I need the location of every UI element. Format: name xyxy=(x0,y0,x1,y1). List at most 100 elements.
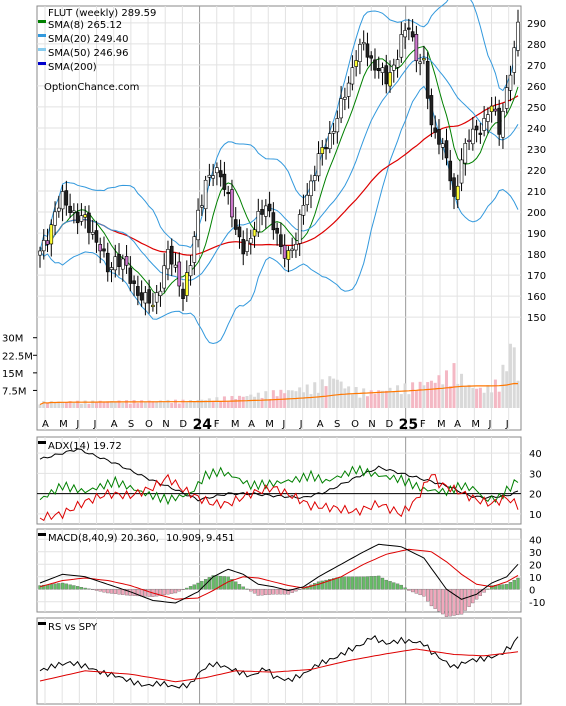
volume-bar xyxy=(313,382,317,408)
volume-bar xyxy=(444,370,448,408)
candle-body xyxy=(350,67,355,85)
candle-body xyxy=(343,96,347,100)
month-tick-label: M xyxy=(231,419,240,430)
candle-body xyxy=(132,280,136,284)
macd-tick-label: 0 xyxy=(529,585,535,596)
volume-bar xyxy=(392,392,396,408)
volume-bar xyxy=(76,400,80,408)
candle-body xyxy=(94,230,99,243)
volume-bar xyxy=(377,390,381,408)
volume-bar xyxy=(482,392,486,408)
macd-histogram-bar xyxy=(109,589,114,594)
volume-bar xyxy=(38,404,42,408)
macd-histogram-bar xyxy=(448,589,452,617)
rs-panel xyxy=(36,617,522,705)
volume-bar xyxy=(151,401,155,408)
volume-bar xyxy=(117,400,121,408)
candle-body xyxy=(448,160,453,182)
macd-histogram-bar xyxy=(215,575,219,590)
macd-histogram-bar xyxy=(320,580,324,590)
volume-bar xyxy=(343,388,347,408)
volume-bar xyxy=(422,385,426,408)
volume-bar xyxy=(403,383,407,408)
candle-body xyxy=(275,227,279,234)
month-tick-label: J xyxy=(75,419,79,430)
candle-body xyxy=(64,190,69,206)
macd-histogram-bar xyxy=(226,576,230,590)
macd-histogram-bar xyxy=(444,589,449,617)
price-tick-label: 230 xyxy=(527,145,546,156)
macd-histogram-bar xyxy=(166,589,170,595)
candle-body xyxy=(256,211,261,233)
candle-body xyxy=(169,245,174,265)
volume-bar xyxy=(358,397,362,408)
legend-label: SMA(200) xyxy=(48,62,97,73)
volume-bar xyxy=(87,403,91,408)
candle-body xyxy=(230,189,234,218)
macd-histogram-bar xyxy=(170,589,174,594)
macd-histogram-bar xyxy=(324,579,328,590)
candle-body xyxy=(271,212,276,231)
volume-bar xyxy=(381,390,385,408)
macd-histogram-bar xyxy=(279,589,283,595)
macd-histogram-bar xyxy=(249,589,253,592)
candle-body xyxy=(188,265,193,277)
candle-body xyxy=(305,194,310,206)
macd-histogram-bar xyxy=(452,589,456,616)
candle-body xyxy=(384,65,389,85)
volume-bar xyxy=(140,400,144,408)
candle-body xyxy=(425,60,430,99)
macd-histogram-bar xyxy=(294,589,298,592)
candle-body xyxy=(139,292,144,301)
macd-histogram-bar xyxy=(426,589,430,602)
macd-histogram-bar xyxy=(441,589,445,615)
macd-histogram-bar xyxy=(437,589,441,612)
volume-bar xyxy=(475,388,479,408)
candle-body xyxy=(124,256,129,266)
volume-bar xyxy=(219,401,223,408)
macd-histogram-bar xyxy=(185,587,189,590)
macd-histogram-bar xyxy=(346,576,351,590)
macd-tick-label: 30 xyxy=(529,548,542,559)
volume-bar xyxy=(418,381,422,408)
candle-body xyxy=(192,236,197,263)
candle-body xyxy=(290,248,294,251)
volume-bar xyxy=(211,400,215,408)
price-tick-label: 220 xyxy=(527,166,546,177)
candle-body xyxy=(45,240,50,245)
volume-bar xyxy=(143,402,147,408)
macd-histogram-bar xyxy=(200,580,204,590)
candle-body xyxy=(211,175,215,179)
volume-bar xyxy=(173,399,177,408)
month-tick-label: O xyxy=(145,419,153,430)
candle-body xyxy=(279,234,283,247)
volume-bar xyxy=(369,390,373,408)
rs-series-line xyxy=(39,634,519,689)
price-tick-label: 240 xyxy=(527,124,546,135)
candle-body xyxy=(440,143,445,148)
macd-histogram-bar xyxy=(358,576,362,590)
macd-histogram-bar xyxy=(252,589,257,594)
candle-body xyxy=(154,292,159,303)
macd-histogram-bar xyxy=(392,582,396,590)
month-tick-label: J xyxy=(505,419,509,430)
upper-band-line xyxy=(39,0,519,252)
volume-bar xyxy=(215,397,219,408)
candle-body xyxy=(136,286,140,296)
volume-bar xyxy=(253,396,257,408)
macd-histogram-bar xyxy=(256,589,260,596)
candle-body xyxy=(418,61,422,64)
volume-bar xyxy=(508,343,512,408)
volume-bar xyxy=(490,392,494,408)
volume-bar xyxy=(128,403,132,408)
month-tick-label: S xyxy=(334,419,340,430)
macd-histogram-bar xyxy=(181,589,185,590)
volume-bar xyxy=(237,395,241,408)
candle-body xyxy=(233,219,238,230)
macd-hist-value: 9.451 xyxy=(206,533,235,544)
candle-body xyxy=(241,239,246,255)
volume-bar xyxy=(204,400,208,408)
volume-bar xyxy=(83,400,87,408)
macd-histogram-bar xyxy=(335,577,339,590)
